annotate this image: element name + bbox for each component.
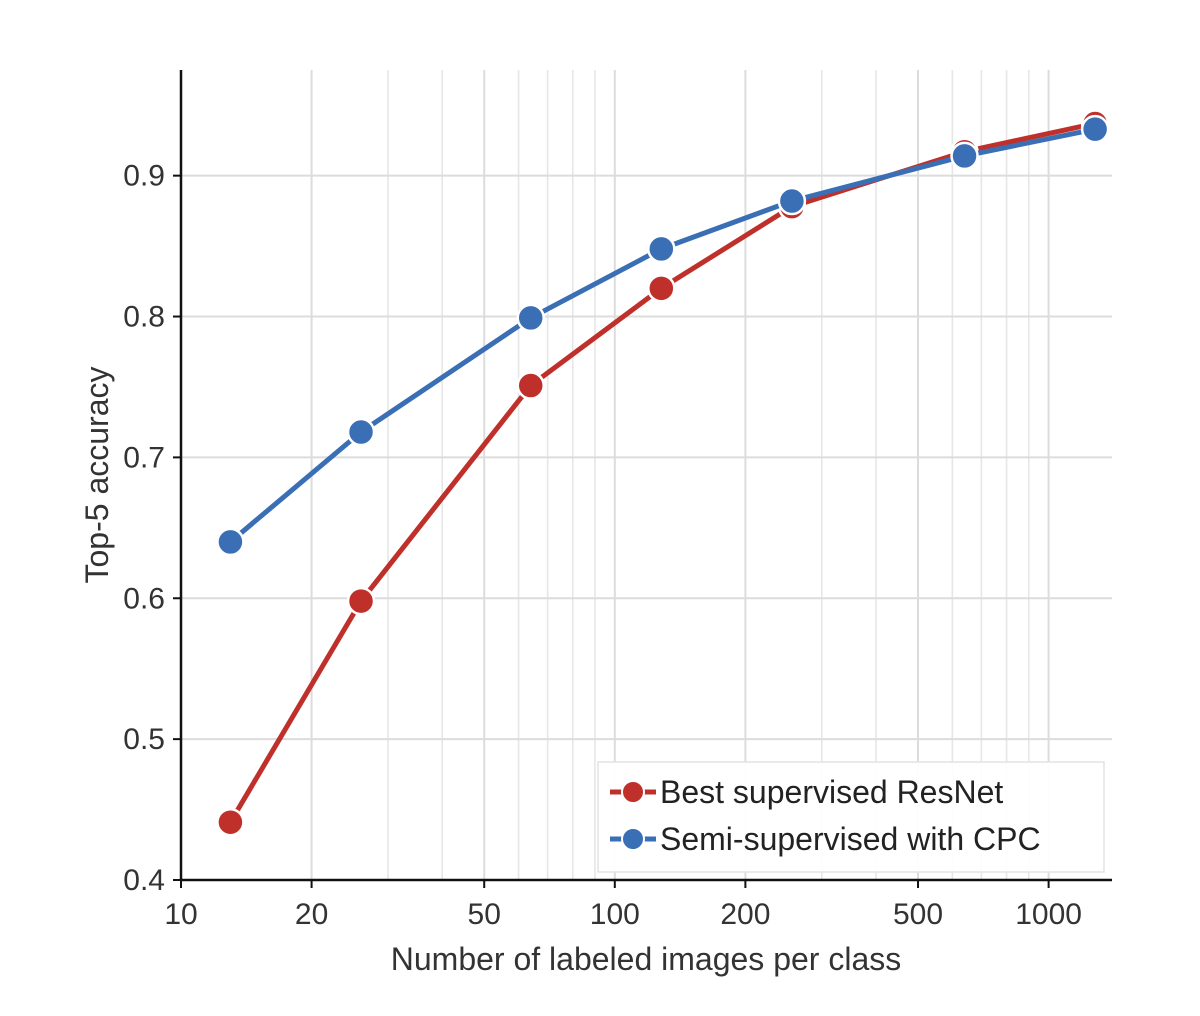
data-point-supervised-resnet	[516, 371, 545, 400]
y-tick-label: 0.8	[123, 301, 165, 334]
x-axis-title: Number of labeled images per class	[391, 941, 901, 977]
y-axis-title: Top-5 accuracy	[79, 367, 115, 584]
tick-labels: 10 20 50 100 200 500 1000 0.4 0.5 0.6 0.7 0.8 0.9	[123, 160, 1082, 931]
data-point-cpc	[346, 417, 376, 447]
data-point-cpc	[777, 186, 807, 216]
y-tick-label: 0.7	[123, 441, 165, 474]
axes	[179, 70, 1112, 882]
y-tick-label: 0.4	[123, 864, 165, 897]
y-tick-label: 0.6	[123, 582, 165, 615]
legend-label-supervised-resnet: Best supervised ResNet	[660, 774, 1003, 810]
legend-marker-cpc	[621, 827, 645, 851]
series-line-supervised-resnet	[227, 121, 1098, 825]
legend: Best supervised ResNet Semi-supervised wi…	[597, 761, 1105, 873]
series	[216, 109, 1110, 837]
grid	[181, 70, 1112, 880]
x-tick-label: 10	[164, 898, 197, 931]
x-tick-label: 100	[590, 898, 640, 931]
x-tick-label: 50	[468, 898, 501, 931]
data-point-cpc	[1080, 114, 1110, 144]
legend-marker-supervised-resnet	[621, 780, 645, 804]
series-line-cpc	[227, 126, 1098, 545]
data-point-supervised-resnet	[216, 807, 245, 837]
y-tick-label: 0.9	[123, 160, 165, 193]
data-point-cpc	[216, 527, 245, 557]
legend-label-cpc: Semi-supervised with CPC	[660, 821, 1041, 857]
data-point-cpc	[950, 141, 979, 171]
data-point-supervised-resnet	[346, 586, 376, 616]
data-point-cpc	[516, 303, 545, 333]
x-tick-label: 200	[720, 898, 770, 931]
y-tick-label: 0.5	[123, 723, 165, 756]
x-tick-label: 20	[295, 898, 328, 931]
legend-box	[597, 761, 1105, 873]
x-tick-label: 500	[893, 898, 943, 931]
data-point-cpc	[647, 234, 676, 264]
data-point-supervised-resnet	[647, 274, 676, 303]
x-tick-label: 1000	[1015, 898, 1082, 931]
